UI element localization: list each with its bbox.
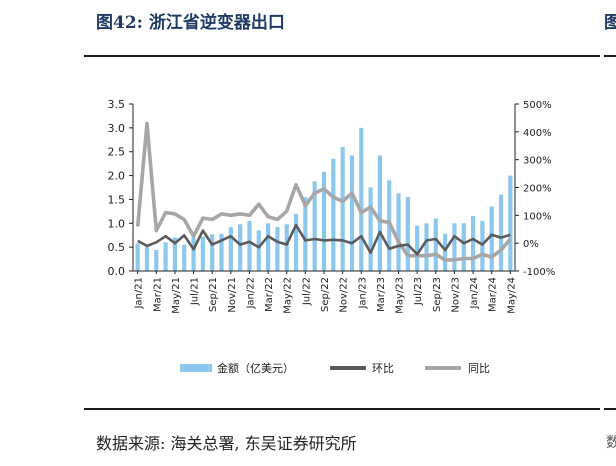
top-rule-right bbox=[604, 55, 616, 57]
chart: 0.0 0.5 1.0 1.5 2.0 2.5 3.0 3.5 -100% 0% 100% 200% 3… bbox=[108, 98, 556, 375]
x-tick-label: Jul/22 bbox=[301, 277, 312, 306]
line-series bbox=[135, 121, 512, 262]
bar bbox=[470, 216, 476, 271]
next-source-fragment: 数 bbox=[606, 435, 616, 451]
x-tick-label: May/22 bbox=[283, 277, 294, 314]
x-tick-label: Jan/21 bbox=[134, 277, 145, 310]
x-tick-label: May/23 bbox=[395, 277, 406, 314]
bar bbox=[498, 194, 504, 271]
bar bbox=[200, 236, 205, 271]
mom-line bbox=[137, 223, 511, 256]
bar bbox=[443, 233, 448, 271]
source-note: 数据来源: 海关总署, 东吴证券研究所 bbox=[96, 434, 357, 453]
bar bbox=[415, 225, 420, 271]
left-tick-label: 0.0 bbox=[108, 265, 126, 278]
bar bbox=[433, 218, 438, 271]
bar bbox=[452, 223, 457, 271]
figure-title: 图42: 浙江省逆变器出口 bbox=[96, 13, 285, 33]
bar bbox=[312, 181, 317, 271]
bar bbox=[396, 193, 401, 271]
right-tick-label: 300% bbox=[523, 156, 552, 167]
x-tick-label: Nov/21 bbox=[227, 277, 238, 313]
bar bbox=[275, 227, 280, 271]
x-tick-label: Jul/23 bbox=[413, 277, 424, 306]
bar bbox=[461, 223, 466, 271]
x-tick-label: Sep/21 bbox=[208, 277, 219, 312]
x-tick-label: May/21 bbox=[171, 277, 182, 314]
x-tick-label: Sep/22 bbox=[320, 277, 331, 312]
x-tick-label: Nov/22 bbox=[339, 277, 350, 313]
legend-swatch-amount bbox=[180, 364, 212, 372]
bar bbox=[303, 197, 308, 271]
x-tick-label: Mar/23 bbox=[376, 277, 387, 312]
bar bbox=[163, 242, 168, 271]
bar bbox=[340, 146, 345, 271]
bar bbox=[266, 223, 271, 271]
x-tick-label: Mar/21 bbox=[152, 277, 163, 312]
bar bbox=[247, 220, 252, 271]
top-rule bbox=[84, 55, 600, 57]
x-tick-label: Jan/23 bbox=[357, 277, 368, 310]
bar bbox=[331, 158, 336, 271]
right-tick-label: 100% bbox=[523, 211, 552, 222]
bar bbox=[368, 187, 373, 271]
legend-label: 同比 bbox=[468, 362, 490, 375]
bar bbox=[349, 155, 355, 271]
x-tick-label: Jan/24 bbox=[469, 277, 480, 310]
bar bbox=[219, 233, 224, 271]
bar bbox=[405, 197, 410, 271]
bar bbox=[508, 175, 513, 271]
axes: 0.0 0.5 1.0 1.5 2.0 2.5 3.0 3.5 -100% 0% 100% 200% 3… bbox=[108, 98, 556, 314]
right-tick-label: 400% bbox=[523, 128, 552, 139]
bar bbox=[172, 237, 178, 271]
bar bbox=[284, 224, 289, 271]
bar bbox=[228, 227, 233, 271]
bar bbox=[144, 247, 150, 271]
x-tick-label: May/24 bbox=[506, 277, 517, 314]
right-tick-label: 500% bbox=[523, 100, 552, 111]
next-figure-title-fragment: 图 bbox=[604, 13, 616, 33]
bar bbox=[359, 127, 364, 271]
left-tick-label: 1.5 bbox=[108, 193, 126, 206]
x-tick-label: Nov/23 bbox=[450, 277, 461, 313]
x-tick-label: Sep/23 bbox=[432, 277, 443, 312]
right-tick-label: -100% bbox=[523, 267, 555, 278]
bar bbox=[135, 243, 140, 271]
x-tick-label: Jan/22 bbox=[245, 277, 256, 310]
left-tick-label: 3.5 bbox=[108, 98, 126, 111]
right-tick-label: 0% bbox=[523, 239, 539, 250]
legend-label: 环比 bbox=[372, 362, 394, 375]
bar bbox=[480, 220, 485, 271]
bar bbox=[489, 206, 494, 271]
bottom-rule-right bbox=[604, 408, 616, 410]
bar bbox=[238, 224, 243, 271]
bar bbox=[256, 230, 261, 271]
x-tick-label: Mar/22 bbox=[264, 277, 275, 312]
left-tick-label: 3.0 bbox=[108, 122, 126, 135]
bottom-rule bbox=[84, 408, 600, 410]
left-tick-label: 1.0 bbox=[108, 217, 126, 230]
legend-label: 金额（亿美元） bbox=[217, 361, 294, 375]
bar bbox=[424, 223, 429, 271]
left-tick-label: 2.0 bbox=[108, 170, 126, 183]
right-tick-label: 200% bbox=[523, 184, 552, 195]
bar bbox=[293, 213, 299, 271]
yoy-line bbox=[135, 121, 512, 262]
left-tick-label: 2.5 bbox=[108, 146, 126, 159]
bar bbox=[321, 171, 327, 271]
bar bbox=[154, 250, 159, 271]
bar-series bbox=[135, 127, 513, 271]
bar bbox=[377, 155, 382, 271]
legend: 金额（亿美元） 环比 同比 bbox=[180, 361, 490, 375]
bar bbox=[191, 237, 196, 271]
x-tick-label: Jul/21 bbox=[190, 277, 201, 306]
left-tick-label: 0.5 bbox=[108, 241, 126, 254]
bar bbox=[210, 234, 215, 271]
x-tick-label: Mar/24 bbox=[488, 277, 499, 312]
bar bbox=[182, 244, 187, 271]
